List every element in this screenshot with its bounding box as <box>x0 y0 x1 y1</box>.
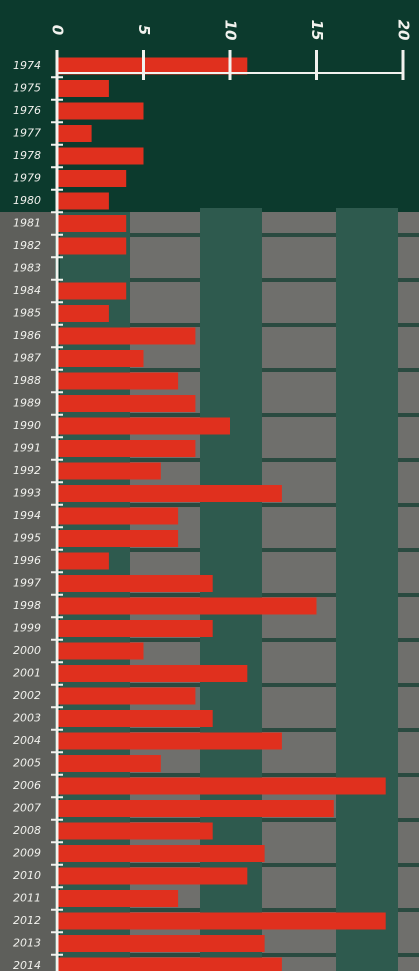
bar <box>57 958 282 971</box>
y-tick-label: 1996 <box>13 554 41 567</box>
bar <box>57 733 282 750</box>
y-tick-label: 2012 <box>13 914 41 927</box>
bar <box>57 418 230 435</box>
bar <box>57 463 161 480</box>
bar <box>57 823 213 840</box>
y-tick-label: 1999 <box>13 622 41 635</box>
y-tick-label: 1981 <box>13 217 41 230</box>
y-tick-label: 1977 <box>13 127 41 140</box>
bar <box>57 305 109 322</box>
y-tick-label: 2008 <box>13 824 41 837</box>
bar <box>57 530 178 547</box>
bar <box>57 125 92 142</box>
bar <box>57 170 126 187</box>
y-tick-label: 1998 <box>13 599 41 612</box>
bar <box>57 328 195 345</box>
y-tick-label: 1978 <box>13 149 41 162</box>
y-tick-label: 2002 <box>13 689 41 702</box>
y-tick-label: 1982 <box>13 239 41 252</box>
bar <box>57 215 126 232</box>
y-tick-label: 1983 <box>13 262 41 275</box>
bar <box>57 238 126 255</box>
bar <box>57 598 317 615</box>
y-tick-label: 2003 <box>13 712 41 725</box>
bar <box>57 148 144 165</box>
y-tick-label: 1993 <box>13 487 41 500</box>
y-tick-label: 2014 <box>13 959 41 971</box>
bar <box>57 665 247 682</box>
bar <box>57 643 144 660</box>
chart: 1974 1975 1976 1977 1978 1979 1980 1981 1982 1983… <box>0 0 419 971</box>
y-tick-label: 1994 <box>13 509 41 522</box>
y-tick-label: 2010 <box>13 869 41 882</box>
x-tick-label: 15 <box>308 20 326 41</box>
bar <box>57 373 178 390</box>
y-tick-label: 2005 <box>13 757 41 770</box>
bar <box>57 103 144 120</box>
y-tick-label: 1989 <box>13 397 41 410</box>
y-tick-label: 2007 <box>13 802 41 815</box>
y-tick-label: 1990 <box>13 419 41 432</box>
x-tick-label: 0 <box>49 25 67 35</box>
y-tick-label: 1984 <box>13 284 41 297</box>
bar <box>57 395 195 412</box>
bar <box>57 350 144 367</box>
bar <box>57 620 213 637</box>
y-tick-label: 1995 <box>13 532 41 545</box>
bar <box>57 283 126 300</box>
bar <box>57 868 247 885</box>
y-tick-label: 1992 <box>13 464 41 477</box>
bar <box>57 58 247 75</box>
y-tick-label: 1986 <box>13 329 41 342</box>
y-tick-label: 1979 <box>13 172 41 185</box>
bar <box>57 440 195 457</box>
y-tick-label: 1976 <box>13 104 41 117</box>
y-tick-label: 2006 <box>13 779 41 792</box>
bar <box>57 845 265 862</box>
bar <box>57 778 386 795</box>
y-tick-label: 1980 <box>13 194 41 207</box>
x-tick-label: 20 <box>395 20 413 41</box>
y-tick-label: 1987 <box>13 352 41 365</box>
y-tick-label: 1988 <box>13 374 41 387</box>
y-tick-label: 2000 <box>13 644 41 657</box>
y-tick-label: 1997 <box>13 577 41 590</box>
y-tick-label: 2009 <box>13 847 41 860</box>
bar <box>57 710 213 727</box>
bar <box>57 553 109 570</box>
bar <box>57 575 213 592</box>
x-tick-label: 5 <box>135 25 153 35</box>
y-tick-label: 1975 <box>13 82 41 95</box>
y-tick-label: 2001 <box>13 667 41 680</box>
bar <box>57 935 265 952</box>
page: {"chart_data": {"type": "bar", "orientat… <box>0 0 419 971</box>
y-tick-label: 2004 <box>13 734 41 747</box>
bar <box>57 800 334 817</box>
bar <box>57 890 178 907</box>
y-tick-label: 1985 <box>13 307 41 320</box>
y-tick-label: 1991 <box>13 442 41 455</box>
bar <box>57 688 195 705</box>
bar <box>57 193 109 210</box>
y-tick-label: 1974 <box>13 59 41 72</box>
y-tick-label: 2013 <box>13 937 41 950</box>
bar <box>57 508 178 525</box>
y-tick-label: 2011 <box>13 892 41 905</box>
bar <box>57 80 109 97</box>
bar <box>57 755 161 772</box>
bar <box>57 485 282 502</box>
x-tick-label: 10 <box>222 20 240 41</box>
bar <box>57 913 386 930</box>
